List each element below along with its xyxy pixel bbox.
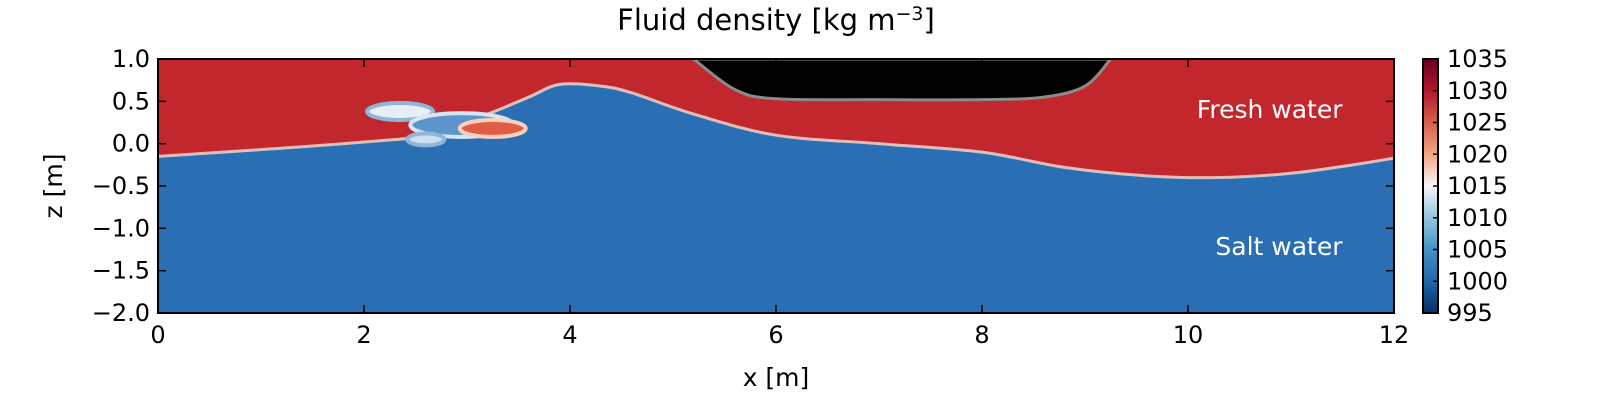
x-tick-label: 8 <box>974 321 989 349</box>
eddy-3 <box>457 117 528 139</box>
chart-title-close: ] <box>924 3 935 37</box>
colorbar-tick-label: 1015 <box>1447 172 1508 200</box>
annotations: Fresh water Salt water <box>1197 95 1343 261</box>
colorbar-tick-label: 1020 <box>1447 140 1508 168</box>
y-axis-label: z [m] <box>39 154 68 219</box>
x-axis-ticks: 0 2 4 6 8 10 12 <box>150 59 1409 349</box>
x-axis-label: x [m] <box>743 363 810 392</box>
colorbar-tick-label: 995 <box>1447 299 1493 327</box>
salt-water-region <box>158 83 1394 313</box>
colorbar-tick-label: 1010 <box>1447 204 1508 232</box>
y-tick-label: −1.0 <box>92 214 150 242</box>
chart-title-main: Fluid density [kg m <box>617 3 895 37</box>
region-annotation: Fresh water <box>1197 95 1343 124</box>
y-tick-label: −0.5 <box>92 172 150 200</box>
x-tick-label: 6 <box>768 321 783 349</box>
plot-area: 0 2 4 6 8 10 12 1.0 0.5 0.0 −0.5 −1.0 −1.5 −2.0 Fres… <box>92 45 1410 349</box>
eddy-4 <box>405 131 447 148</box>
colorbar: 1035 1030 1025 1020 1015 1010 1005 1000 995 <box>1422 45 1508 327</box>
x-tick-label: 4 <box>562 321 577 349</box>
colorbar-tick-label: 1030 <box>1447 77 1508 105</box>
eddy-structures <box>365 101 528 148</box>
region-annotation: Salt water <box>1215 232 1343 261</box>
y-tick-label: 1.0 <box>112 45 150 73</box>
colorbar-tick-label: 1000 <box>1447 267 1508 295</box>
colorbar-ticks: 1035 1030 1025 1020 1015 1010 1005 1000 995 <box>1433 45 1508 327</box>
y-tick-label: −1.5 <box>92 257 150 285</box>
chart-title-exponent: −3 <box>896 3 924 25</box>
obstacle-region <box>691 59 1113 102</box>
eddy-1 <box>365 101 436 122</box>
y-tick-label: 0.5 <box>112 87 150 115</box>
colorbar-tick-label: 1025 <box>1447 109 1508 137</box>
y-tick-label: 0.0 <box>112 130 150 158</box>
colorbar-tick-label: 1035 <box>1447 45 1508 73</box>
x-tick-label: 12 <box>1379 321 1410 349</box>
y-tick-label: −2.0 <box>92 299 150 327</box>
x-tick-label: 10 <box>1173 321 1204 349</box>
chart-title: Fluid density [kg m−3] <box>617 3 935 37</box>
y-axis-ticks: 1.0 0.5 0.0 −0.5 −1.0 −1.5 −2.0 <box>92 45 1394 327</box>
x-tick-label: 2 <box>356 321 371 349</box>
colorbar-tick-label: 1005 <box>1447 236 1508 264</box>
x-tick-label: 0 <box>150 321 165 349</box>
